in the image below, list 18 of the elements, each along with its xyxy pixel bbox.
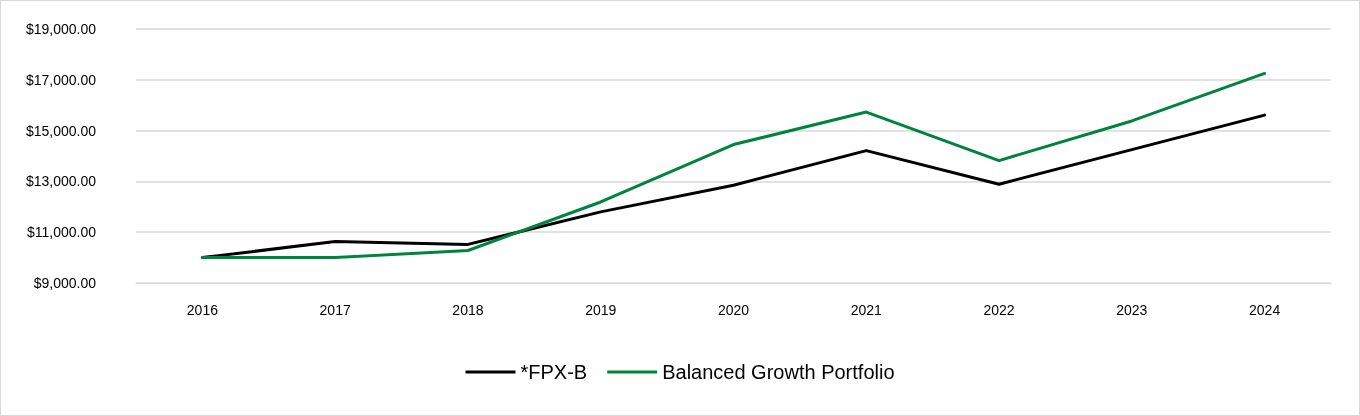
x-tick-label: 2023 bbox=[1116, 302, 1148, 318]
x-tick-label: 2024 bbox=[1249, 302, 1281, 318]
x-tick-label: 2021 bbox=[850, 302, 883, 318]
x-tick-label: 2018 bbox=[452, 302, 484, 318]
line-series bbox=[200, 71, 1267, 260]
y-tick-label: $19,000.00 bbox=[25, 21, 97, 37]
x-tick-label: 2020 bbox=[717, 302, 750, 318]
legend-label: *FPX-B bbox=[520, 361, 588, 383]
x-tick-label: 2022 bbox=[983, 302, 1015, 318]
y-tick-label: $15,000.00 bbox=[25, 122, 97, 139]
y-tick-label: $11,000.00 bbox=[26, 224, 97, 241]
x-tick-label: 2016 bbox=[186, 302, 219, 318]
x-tick-label: 2019 bbox=[585, 302, 617, 318]
y-tick-label: $13,000.00 bbox=[25, 173, 97, 190]
y-tick-label: $9,000.00 bbox=[33, 275, 97, 291]
legend-label: Balanced Growth Portfolio bbox=[662, 361, 895, 383]
x-tick-label: 2017 bbox=[319, 302, 351, 318]
y-tick-label: $17,000.00 bbox=[25, 71, 97, 88]
